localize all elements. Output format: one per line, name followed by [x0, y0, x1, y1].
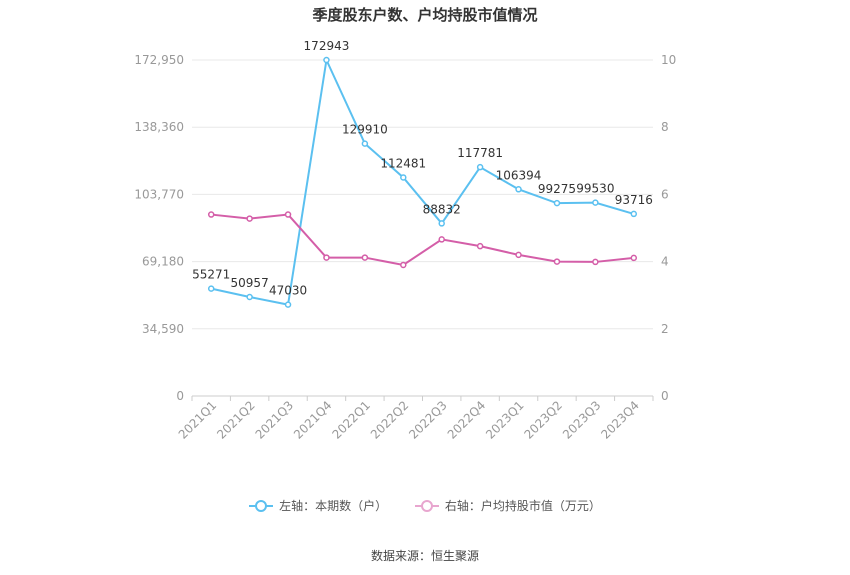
data-point-right	[361, 254, 369, 261]
x-tick-label: 2023Q1	[483, 398, 527, 442]
line-chart: 0 0 34,590 2 69,180 4 103,770 6 138,360 8 172,950 1…	[134, 39, 676, 442]
data-point-left	[553, 199, 561, 207]
data-label: 99275	[538, 182, 576, 196]
data-point-left	[476, 163, 484, 171]
data-point-left	[592, 199, 599, 206]
data-point-left	[400, 174, 407, 181]
data-point-right	[400, 261, 407, 269]
data-label: 172943	[304, 39, 350, 53]
series-line-right	[211, 213, 634, 267]
x-tick-label: 2023Q4	[598, 398, 642, 442]
legend-label-left: 左轴：本期数（户）	[279, 499, 388, 513]
data-label: 55271	[192, 268, 230, 282]
data-point-right	[630, 254, 638, 262]
x-tick-label: 2021Q3	[253, 398, 297, 442]
x-tick-label: 2023Q2	[522, 398, 566, 442]
y-right-tick-label: 0	[661, 389, 669, 403]
data-label: 129910	[342, 123, 388, 137]
data-label: 117781	[457, 146, 503, 160]
data-point-left	[323, 56, 330, 64]
x-tick-label: 2022Q2	[368, 398, 412, 442]
data-point-right	[323, 254, 330, 261]
data-source: 数据来源：恒生聚源	[370, 549, 479, 563]
x-tick-label: 2021Q4	[291, 398, 335, 442]
data-label: 50957	[231, 276, 269, 290]
y-right-tick-label: 6	[661, 187, 669, 201]
data-point-left	[284, 301, 292, 308]
series-line-left	[210, 56, 635, 306]
data-point-right	[515, 251, 522, 259]
data-label: 112481	[380, 156, 426, 170]
line-marker-icon	[249, 499, 274, 512]
chart-title: 季度股东户数、户均持股市值情况	[312, 6, 538, 24]
y-left-tick-label: 172,950	[134, 53, 184, 67]
series	[207, 56, 638, 308]
legend-label-right: 右轴：户均持股市值（万元）	[444, 499, 601, 513]
line-marker-icon	[414, 499, 439, 512]
grid-lines	[192, 59, 653, 330]
y-left-tick-label: 34,590	[142, 322, 184, 336]
data-label: 106394	[496, 168, 542, 182]
x-tick-label: 2022Q1	[329, 398, 373, 442]
data-point-right	[246, 215, 253, 222]
data-point-right	[553, 258, 561, 265]
data-point-left	[630, 210, 638, 218]
data-point-left	[438, 220, 445, 227]
axes: 0 0 34,590 2 69,180 4 103,770 6 138,360 8 172,950 1…	[134, 53, 676, 442]
y-right-tick-label: 4	[661, 255, 669, 269]
x-tick-label: 2022Q3	[406, 398, 450, 442]
y-left-tick-label: 138,360	[134, 120, 184, 134]
y-left-tick-label: 0	[176, 389, 184, 403]
data-label: 99530	[576, 182, 614, 196]
data-point-left	[246, 293, 253, 301]
data-point-right	[284, 211, 292, 218]
y-right-tick-label: 10	[661, 53, 676, 67]
data-point-right	[476, 242, 484, 250]
data-label: 88832	[423, 202, 461, 216]
data-point-left	[361, 140, 369, 147]
data-point-right	[207, 211, 215, 218]
data-point-left	[207, 285, 215, 292]
legend: 左轴：本期数（户） 右轴：户均持股市值（万元）	[0, 497, 850, 515]
data-label: 47030	[269, 284, 307, 298]
x-tick-label: 2023Q3	[560, 398, 604, 442]
data-point-left	[515, 186, 522, 193]
data-point-right	[438, 236, 445, 243]
y-right-tick-label: 2	[661, 322, 669, 336]
x-tick-label: 2022Q4	[445, 398, 489, 442]
legend-item-left-series[interactable]: 左轴：本期数（户）	[249, 497, 387, 514]
x-tick-label: 2021Q1	[176, 398, 220, 442]
y-left-tick-label: 69,180	[142, 255, 184, 269]
x-tick-label: 2021Q2	[214, 398, 258, 442]
data-label: 93716	[615, 193, 653, 207]
y-left-tick-label: 103,770	[134, 187, 184, 201]
legend-item-right-series[interactable]: 右轴：户均持股市值（万元）	[414, 497, 601, 514]
y-right-tick-label: 8	[661, 120, 669, 134]
data-point-right	[592, 258, 599, 266]
